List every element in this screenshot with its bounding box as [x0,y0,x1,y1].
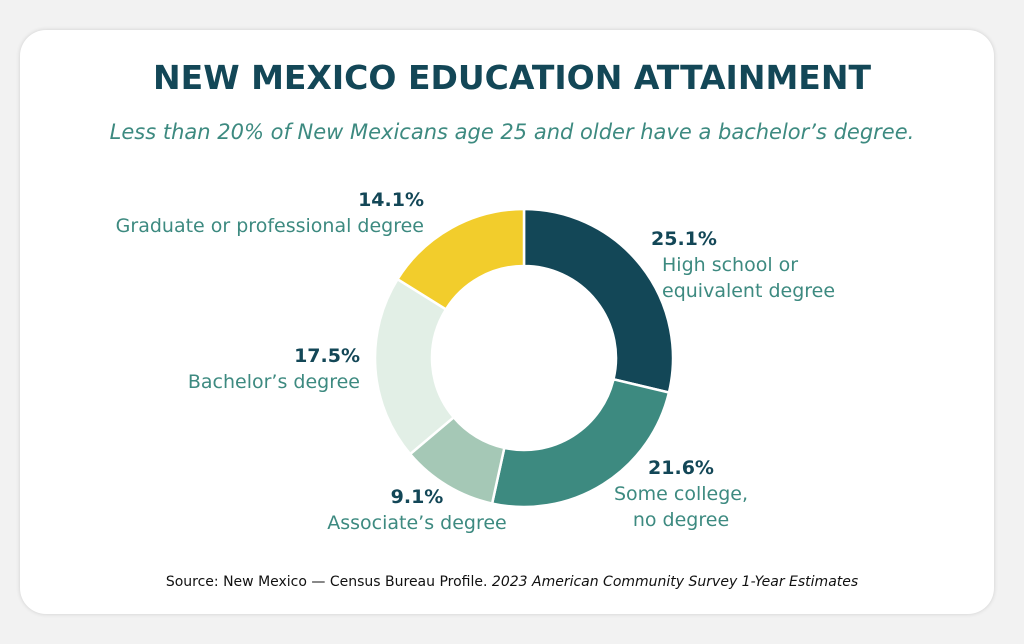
card [20,30,994,614]
donut-slice [522,207,675,395]
category-label: Associate’s degree [327,512,507,534]
donut-slice [490,377,671,509]
category-label: Some college, no degree [613,483,749,531]
donut-slice [395,207,526,312]
value-label: 9.1% [390,486,444,508]
value-label: 25.1% [651,228,717,250]
slice-label: 9.1% Associate’s degree [322,484,512,536]
value-label: 21.6% [648,457,714,479]
slice-label: 14.1% Graduate or professional degree [100,187,424,239]
source-detail: 2023 American Community Survey 1-Year Es… [491,574,859,590]
slice-label: 17.5% Bachelor’s degree [160,343,360,395]
chart-title: NEW MEXICO EDUCATION ATTAINMENT [153,58,871,97]
value-label: 17.5% [294,345,360,367]
slice-label: 21.6% Some college, no degree [606,455,756,533]
slice-label: 25.1% High school or equivalent degree [651,226,851,304]
source: Source: New Mexico — Census Bureau Profi… [0,574,1024,590]
category-label: High school or equivalent degree [662,254,836,302]
chart-subtitle: Less than 20% of New Mexicans age 25 and… [109,120,915,144]
value-label: 14.1% [358,189,424,211]
category-label: Graduate or professional degree [115,215,424,237]
category-label: Bachelor’s degree [187,371,360,393]
source-text: Source: New Mexico — Census Bureau Profi… [165,574,488,590]
